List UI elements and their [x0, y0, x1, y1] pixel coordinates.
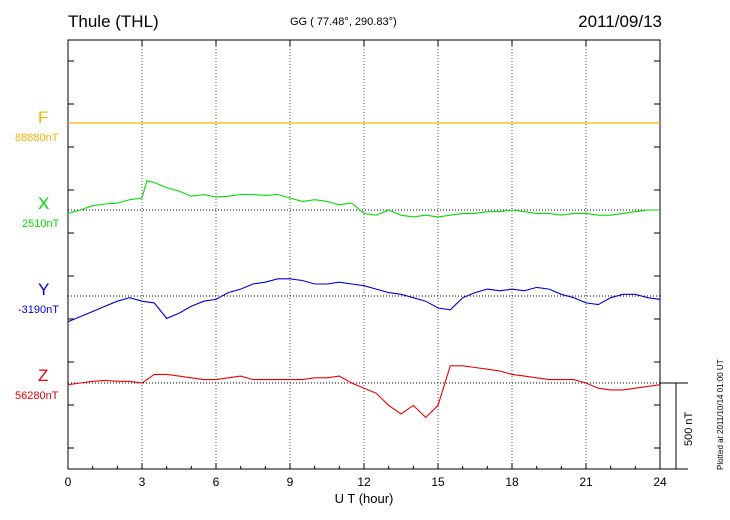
x-tick-label: 12	[357, 475, 371, 489]
x-tick-label: 15	[431, 475, 445, 489]
series-line-y	[67, 278, 661, 323]
series-line-z	[67, 365, 661, 419]
baseline-label-x: 2510nT	[22, 218, 60, 230]
x-axis-label: U T (hour)	[335, 491, 394, 506]
baseline-label-f: 88880nT	[15, 132, 59, 144]
baseline-label-z: 56280nT	[15, 390, 59, 402]
x-tick-label: 24	[653, 475, 667, 489]
coordinates-label: GG ( 77.48°, 290.83°)	[290, 16, 397, 28]
component-label-f: F	[38, 108, 49, 127]
x-tick-label: 0	[65, 475, 72, 489]
date-label: 2011/09/13	[578, 12, 662, 31]
x-tick-label: 3	[139, 475, 146, 489]
series-line-x	[67, 180, 660, 218]
component-label-y: Y	[38, 280, 50, 299]
x-tick-label: 6	[213, 475, 220, 489]
scale-bar-label: 500 nT	[683, 411, 695, 446]
component-label-z: Z	[38, 366, 49, 385]
baseline-label-y: -3190nT	[18, 304, 59, 316]
plot-frame	[67, 39, 661, 470]
plotted-timestamp: Plotted at 2011/10/14 01:00 UT	[716, 359, 725, 470]
station-title: Thule (THL)	[68, 12, 159, 31]
x-tick-label: 21	[579, 475, 593, 489]
x-tick-label: 9	[287, 475, 294, 489]
component-label-x: X	[38, 194, 50, 213]
x-tick-label: 18	[505, 475, 519, 489]
